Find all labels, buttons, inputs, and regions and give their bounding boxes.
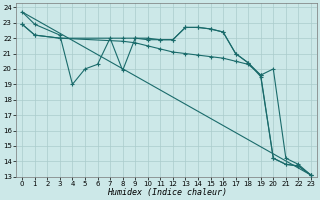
X-axis label: Humidex (Indice chaleur): Humidex (Indice chaleur) xyxy=(107,188,227,197)
